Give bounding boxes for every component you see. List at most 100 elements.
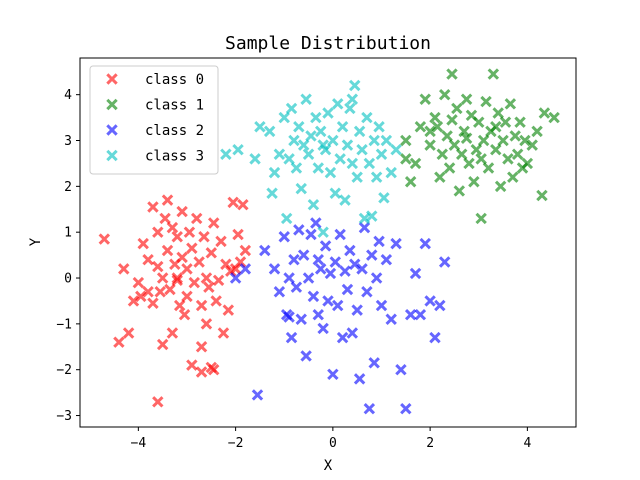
data-point	[147, 297, 159, 309]
data-point	[375, 148, 388, 160]
data-point	[288, 253, 300, 266]
data-point	[152, 260, 164, 273]
data-point	[310, 217, 322, 229]
data-point	[502, 153, 514, 165]
data-point	[159, 212, 171, 225]
data-point	[263, 125, 276, 138]
data-point	[446, 68, 458, 80]
data-point	[217, 327, 230, 339]
data-point	[353, 373, 366, 385]
data-point	[239, 263, 252, 275]
data-point	[419, 237, 431, 250]
data-point	[475, 153, 487, 165]
data-point	[317, 139, 329, 151]
data-point	[438, 88, 451, 101]
data-point	[494, 180, 507, 193]
data-point	[195, 299, 208, 312]
data-point	[118, 263, 130, 275]
data-point	[482, 162, 495, 174]
data-point	[317, 226, 329, 238]
data-point	[434, 171, 446, 183]
legend-label: class 1	[145, 98, 204, 114]
data-point	[312, 162, 324, 174]
data-point	[152, 226, 164, 238]
data-point	[227, 196, 239, 209]
data-point	[341, 139, 354, 151]
data-point	[344, 102, 356, 115]
data-point	[300, 350, 312, 362]
data-point	[400, 402, 412, 415]
data-point	[366, 210, 378, 222]
data-point	[215, 235, 227, 248]
data-point	[324, 166, 337, 179]
data-point	[154, 286, 166, 298]
data-point	[176, 205, 188, 218]
data-point	[390, 143, 402, 156]
data-point	[142, 286, 154, 298]
data-point	[497, 134, 509, 147]
data-point	[251, 389, 264, 401]
data-point	[259, 244, 271, 257]
data-point	[205, 247, 218, 259]
data-point	[302, 148, 315, 160]
data-point	[358, 212, 371, 225]
data-point	[290, 281, 303, 293]
data-point	[380, 253, 393, 266]
series-class-0	[98, 194, 252, 408]
data-point	[370, 171, 383, 183]
data-point	[499, 116, 512, 128]
y-tick-label: −2	[56, 363, 72, 378]
data-point	[310, 111, 322, 124]
data-point	[519, 134, 531, 147]
data-point	[332, 98, 344, 110]
data-point	[385, 313, 397, 326]
legend-label: class 3	[145, 149, 204, 165]
data-point	[327, 368, 339, 381]
data-point	[344, 244, 356, 257]
data-point	[290, 162, 303, 174]
y-ticks: −3 −2 −1 0 1 2 3 4	[56, 88, 80, 424]
data-point	[346, 157, 359, 170]
data-point	[305, 130, 317, 142]
series-class-1	[400, 68, 560, 225]
data-point	[366, 249, 378, 261]
data-point	[312, 308, 324, 321]
data-point	[463, 157, 475, 170]
data-point	[434, 299, 446, 312]
data-point	[283, 153, 295, 165]
data-point	[429, 111, 441, 124]
legend-marker	[106, 124, 118, 136]
data-point	[363, 402, 376, 415]
data-point	[373, 235, 385, 248]
data-point	[526, 139, 538, 151]
data-point	[173, 299, 186, 312]
y-tick-label: 2	[64, 180, 72, 195]
data-point	[302, 272, 315, 284]
x-tick-label: 0	[329, 436, 337, 451]
data-point	[368, 134, 380, 147]
data-point	[268, 263, 281, 275]
data-point	[200, 318, 213, 330]
data-point	[514, 116, 526, 128]
data-point	[460, 132, 473, 144]
data-point	[473, 116, 485, 128]
data-point	[183, 226, 196, 238]
data-point	[507, 171, 519, 183]
data-point	[161, 194, 174, 206]
data-point	[521, 157, 534, 170]
data-point	[477, 134, 490, 147]
data-point	[538, 107, 551, 119]
data-point	[487, 68, 500, 80]
data-point	[210, 295, 222, 307]
data-point	[509, 130, 521, 142]
data-point	[220, 148, 232, 160]
data-point	[346, 93, 359, 105]
y-tick-label: 1	[64, 226, 72, 241]
data-point	[193, 256, 205, 268]
data-point	[295, 313, 307, 326]
data-point	[171, 231, 183, 243]
data-point	[460, 93, 473, 105]
data-point	[453, 185, 466, 197]
data-point	[166, 327, 179, 339]
